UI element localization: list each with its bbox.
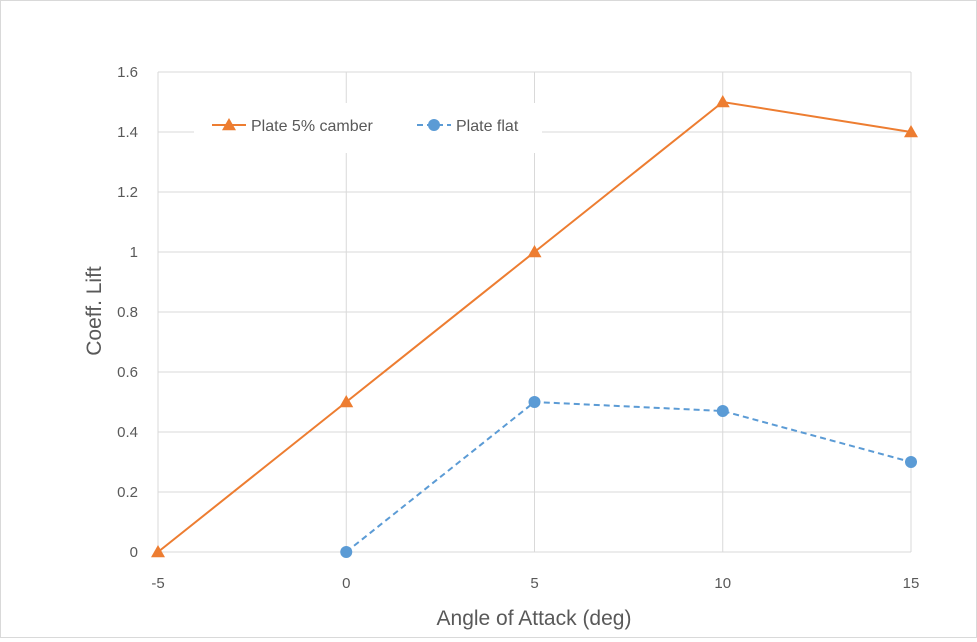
x-tick-label: 0 [342, 575, 350, 592]
y-tick-label: 0.2 [117, 484, 138, 501]
data-point [528, 396, 541, 408]
y-tick-label: 1.6 [117, 64, 138, 81]
data-point [904, 125, 918, 138]
data-point [339, 395, 354, 408]
y-tick-label: 1.4 [117, 124, 138, 141]
data-point [715, 95, 730, 108]
data-point [340, 546, 353, 558]
x-axis-title: Angle of Attack (deg) [437, 607, 632, 630]
series-1 [151, 95, 918, 558]
series-layer [151, 95, 918, 558]
y-tick-label: 0.6 [117, 364, 138, 381]
data-point [716, 405, 729, 417]
legend-marker [428, 119, 440, 131]
data-point [905, 456, 917, 468]
y-axis-title: Coeff. Lift [83, 266, 106, 356]
series-2 [340, 396, 917, 558]
data-point [151, 545, 165, 558]
y-tick-label: 1 [130, 244, 138, 261]
legend-label: Plate flat [456, 118, 519, 135]
legend: Plate 5% camber Plate flat [194, 103, 542, 153]
legend-item-2: Plate flat [417, 118, 519, 135]
tick-labels: 0 0.2 0.4 0.6 0.8 1 1.2 1.4 1.6 -5 0 5 10 15 [117, 64, 919, 592]
y-tick-label: 0.8 [117, 304, 138, 321]
y-tick-label: 1.2 [117, 184, 138, 201]
x-tick-label: 15 [903, 575, 920, 592]
y-tick-label: 0 [130, 544, 138, 561]
x-tick-label: 5 [530, 575, 538, 592]
y-tick-label: 0.4 [117, 424, 138, 441]
legend-item-1: Plate 5% camber [212, 118, 374, 135]
series-line [345, 400, 912, 553]
x-tick-label: 10 [714, 575, 731, 592]
data-point [527, 245, 542, 258]
x-tick-label: -5 [151, 575, 164, 592]
legend-background [194, 103, 542, 153]
legend-marker [222, 118, 236, 131]
legend-label: Plate 5% camber [251, 118, 374, 135]
